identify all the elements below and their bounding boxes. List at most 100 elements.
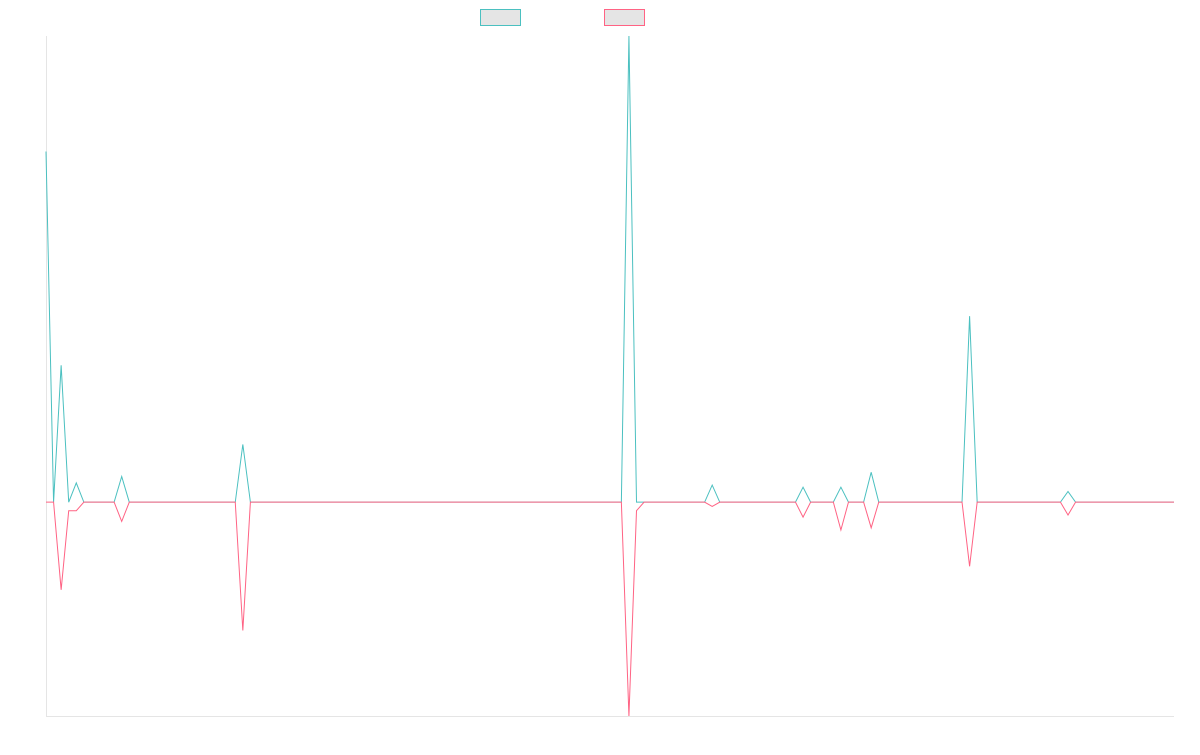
series-2-point-21[interactable]: [202, 499, 208, 505]
series-2-point-119[interactable]: [944, 499, 950, 505]
series-2-point-12[interactable]: [134, 499, 140, 505]
series-2-point-13[interactable]: [141, 499, 147, 505]
series-2-point-48[interactable]: [406, 499, 412, 505]
series-2-point-16[interactable]: [164, 499, 170, 505]
series-2-point-79[interactable]: [641, 499, 647, 505]
series-2-point-86[interactable]: [694, 499, 700, 505]
series-2-point-15[interactable]: [157, 499, 163, 505]
series-2-point-124[interactable]: [982, 499, 988, 505]
series-1-point-105[interactable]: [838, 484, 844, 490]
series-2-point-125[interactable]: [989, 499, 995, 505]
series-2-point-110[interactable]: [876, 499, 882, 505]
series-2-point-117[interactable]: [929, 499, 935, 505]
series-2-point-40[interactable]: [346, 499, 352, 505]
legend-swatch-series-2[interactable]: [604, 9, 645, 26]
series-2-point-142[interactable]: [1118, 499, 1124, 505]
series-2-point-64[interactable]: [528, 499, 534, 505]
series-2-point-84[interactable]: [679, 499, 685, 505]
series-2-point-35[interactable]: [308, 499, 314, 505]
series-2-point-32[interactable]: [285, 499, 291, 505]
series-2-point-92[interactable]: [739, 499, 745, 505]
series-2-point-49[interactable]: [414, 499, 420, 505]
series-2-point-14[interactable]: [149, 499, 155, 505]
series-2-point-69[interactable]: [565, 499, 571, 505]
series-2-point-19[interactable]: [187, 499, 193, 505]
series-2-point-129[interactable]: [1020, 499, 1026, 505]
series-2-point-58[interactable]: [482, 499, 488, 505]
series-2-point-137[interactable]: [1080, 499, 1086, 505]
series-2-point-57[interactable]: [475, 499, 481, 505]
series-2-point-127[interactable]: [1004, 499, 1010, 505]
series-2-point-24[interactable]: [225, 499, 231, 505]
series-2-point-126[interactable]: [997, 499, 1003, 505]
series-2-point-52[interactable]: [437, 499, 443, 505]
series-2-point-147[interactable]: [1156, 499, 1162, 505]
series-2-point-112[interactable]: [891, 499, 897, 505]
series-2-point-43[interactable]: [369, 499, 375, 505]
series-2-point-103[interactable]: [823, 499, 829, 505]
series-1-point-122[interactable]: [967, 313, 973, 319]
series-2-point-107[interactable]: [853, 499, 859, 505]
series-2-point-70[interactable]: [573, 499, 579, 505]
series-2-point-9[interactable]: [111, 499, 117, 505]
series-2-point-114[interactable]: [906, 499, 912, 505]
series-2-point-98[interactable]: [785, 499, 791, 505]
series-1-point-4[interactable]: [73, 480, 79, 486]
series-2-point-74[interactable]: [603, 499, 609, 505]
series-2-point-100[interactable]: [800, 514, 806, 520]
series-2-point-93[interactable]: [747, 499, 753, 505]
series-2-point-136[interactable]: [1073, 499, 1079, 505]
series-2-point-113[interactable]: [898, 499, 904, 505]
series-2-point-31[interactable]: [278, 499, 284, 505]
series-2-point-37[interactable]: [323, 499, 329, 505]
series-2-point-6[interactable]: [88, 499, 94, 505]
series-2-point-104[interactable]: [830, 499, 836, 505]
series-2-point-3[interactable]: [66, 508, 72, 514]
series-2-point-122[interactable]: [967, 563, 973, 569]
series-2-point-101[interactable]: [808, 499, 814, 505]
series-2-point-111[interactable]: [883, 499, 889, 505]
series-2-point-138[interactable]: [1088, 499, 1094, 505]
series-2-point-88[interactable]: [709, 503, 715, 509]
series-2-point-72[interactable]: [588, 499, 594, 505]
series-2-point-68[interactable]: [558, 499, 564, 505]
series-1-point-100[interactable]: [800, 484, 806, 490]
series-2-point-144[interactable]: [1133, 499, 1139, 505]
series-2-point-128[interactable]: [1012, 499, 1018, 505]
series-1-point-10[interactable]: [119, 474, 125, 480]
series-2-point-11[interactable]: [126, 499, 132, 505]
series-2-point-53[interactable]: [444, 499, 450, 505]
series-2-point-99[interactable]: [792, 499, 798, 505]
series-2-point-135[interactable]: [1065, 512, 1071, 518]
series-2-point-66[interactable]: [543, 499, 549, 505]
series-2-point-56[interactable]: [467, 499, 473, 505]
series-2-point-26[interactable]: [240, 627, 246, 633]
series-2-point-143[interactable]: [1126, 499, 1132, 505]
series-2-point-102[interactable]: [815, 499, 821, 505]
series-2-point-106[interactable]: [845, 499, 851, 505]
series-2-point-61[interactable]: [505, 499, 511, 505]
series-2-point-59[interactable]: [490, 499, 496, 505]
series-2-point-2[interactable]: [58, 587, 64, 593]
series-1-point-77[interactable]: [626, 33, 632, 39]
series-2-point-90[interactable]: [724, 499, 730, 505]
series-2-point-41[interactable]: [353, 499, 359, 505]
series-2-point-80[interactable]: [649, 499, 655, 505]
series-2-point-109[interactable]: [868, 525, 874, 531]
series-2-point-33[interactable]: [293, 499, 299, 505]
series-2-point-42[interactable]: [361, 499, 367, 505]
series-2-point-25[interactable]: [232, 499, 238, 505]
series-2-point-5[interactable]: [81, 499, 87, 505]
series-2-point-54[interactable]: [452, 499, 458, 505]
series-2-point-22[interactable]: [210, 499, 216, 505]
series-2-point-50[interactable]: [422, 499, 428, 505]
series-2-point-27[interactable]: [247, 499, 253, 505]
series-2-point-67[interactable]: [550, 499, 556, 505]
series-2-point-18[interactable]: [179, 499, 185, 505]
series-2-point-10[interactable]: [119, 518, 125, 524]
series-2-point-133[interactable]: [1050, 499, 1056, 505]
series-2-point-139[interactable]: [1095, 499, 1101, 505]
series-2-point-91[interactable]: [732, 499, 738, 505]
series-2-point-8[interactable]: [104, 499, 110, 505]
series-2-point-83[interactable]: [671, 499, 677, 505]
